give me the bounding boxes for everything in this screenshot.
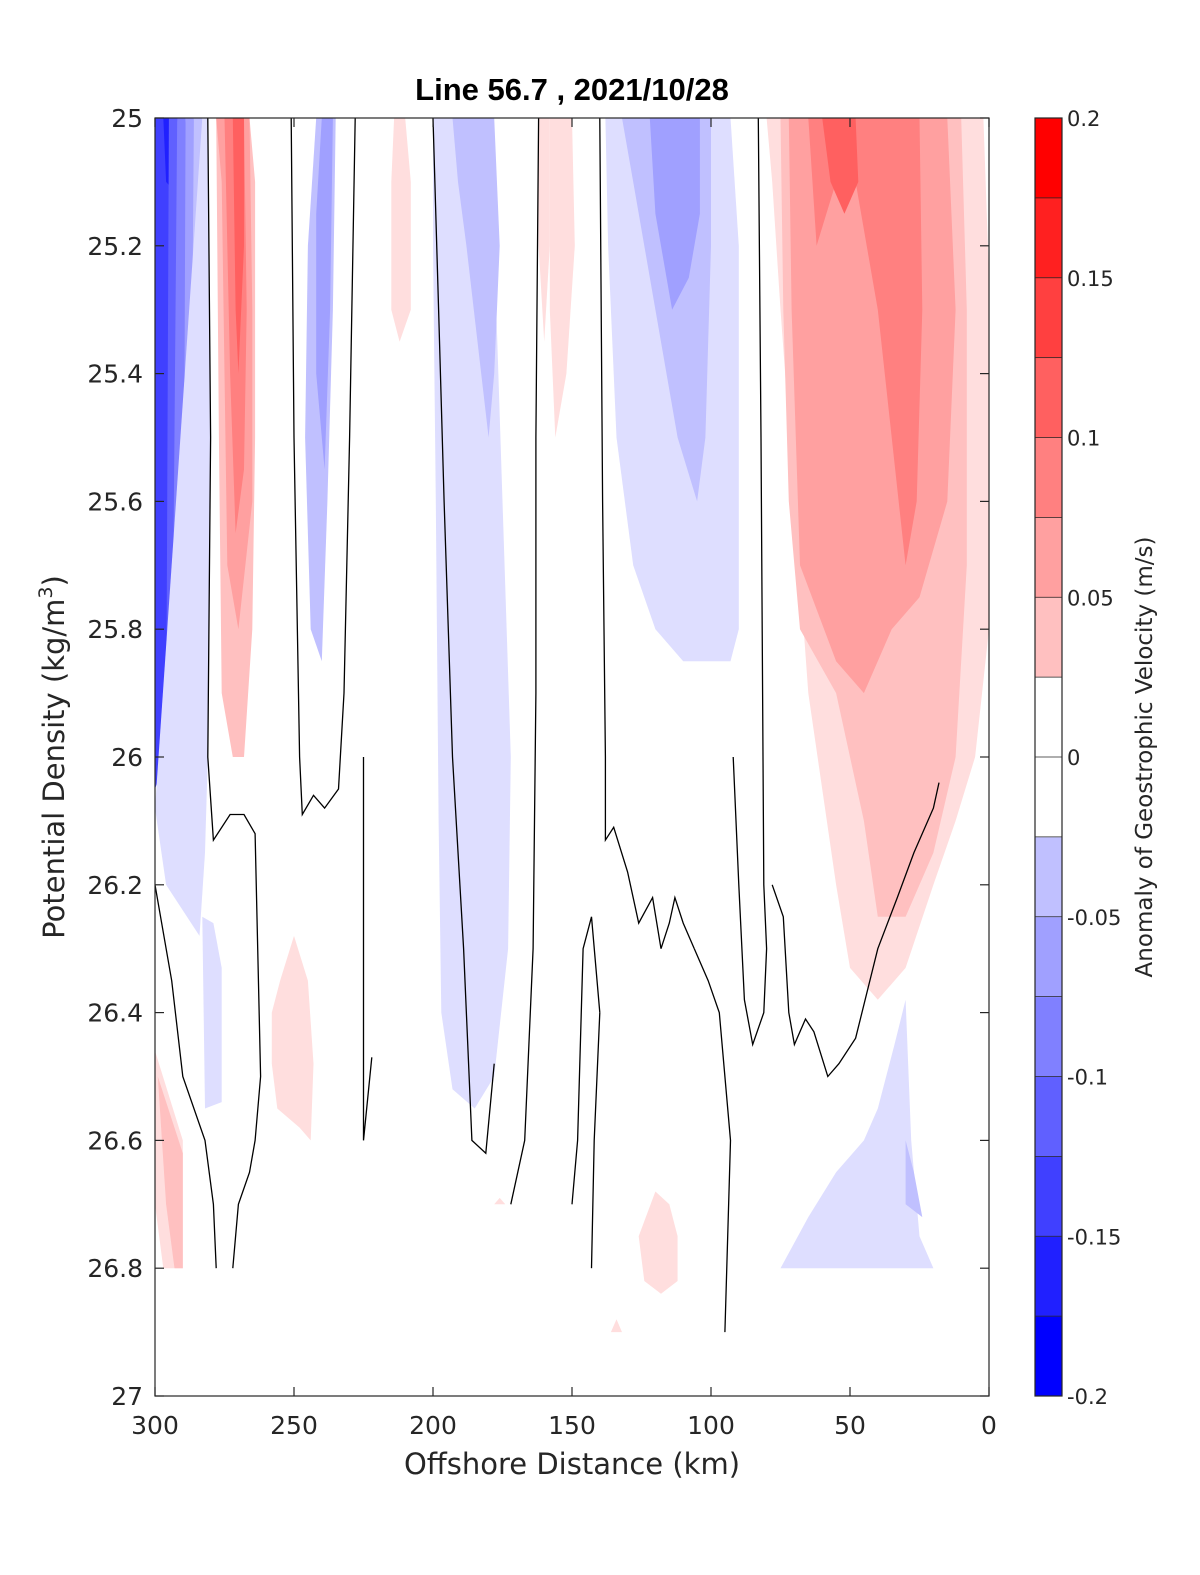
zero-contour-2 <box>290 118 356 817</box>
x-tick-label: 100 <box>687 1411 735 1440</box>
y-tick-label: 26.2 <box>87 871 143 900</box>
colorbar-band <box>1035 916 1062 998</box>
zero-contour-3 <box>362 757 373 1141</box>
zero-contour-4 <box>432 118 495 1155</box>
zero-contours <box>155 118 940 1333</box>
zero-contour-7 <box>590 1012 601 1269</box>
colorbar-tick-label: 0.05 <box>1067 586 1114 610</box>
colorbar-band <box>1035 437 1062 518</box>
colorbar-tick-label: -0.1 <box>1067 1066 1108 1090</box>
y-axis-label: Potential Density (kg/m3) <box>35 575 71 939</box>
y-tick-label: 26.6 <box>87 1126 143 1155</box>
y-axis-label-text: Potential Density (kg/m <box>37 599 71 939</box>
filled-region-19 <box>452 118 500 438</box>
filled-region-15 <box>202 916 222 1109</box>
filled-region-12 <box>232 118 244 374</box>
chart-title: Line 56.7 , 2021/10/28 <box>415 72 729 107</box>
filled-contours <box>155 118 989 1333</box>
y-tick-label: 26.4 <box>87 999 143 1028</box>
colorbar-tick-label: -0.05 <box>1067 906 1121 930</box>
colorbar-band <box>1035 836 1062 918</box>
filled-region-34 <box>610 1319 622 1333</box>
y-axis-label-superscript: 3 <box>35 586 57 598</box>
x-axis: 300 250 200 150 100 50 0 <box>131 118 997 1440</box>
colorbar-band <box>1035 517 1062 598</box>
colorbar-band <box>1035 197 1062 279</box>
y-tick-label: 26.8 <box>87 1254 143 1283</box>
filled-region-32 <box>638 1191 678 1294</box>
colorbar-band <box>1035 1236 1062 1317</box>
colorbar-tick-label: 0 <box>1067 746 1080 770</box>
colorbar-tick-label: 0.2 <box>1067 107 1100 131</box>
y-tick-label: 25 <box>111 104 143 133</box>
x-tick-label: 300 <box>131 1411 179 1440</box>
filled-region-16 <box>271 935 314 1141</box>
filled-region-20 <box>549 118 575 438</box>
zero-contour-11 <box>771 782 940 1078</box>
filled-region-29 <box>822 118 859 214</box>
colorbar-band <box>1035 118 1062 199</box>
filled-region-21 <box>538 118 550 342</box>
zero-contour-10 <box>732 118 768 1048</box>
filled-region-33 <box>494 1197 506 1205</box>
colorbar-band <box>1035 1316 1062 1397</box>
filled-region-17 <box>391 118 411 342</box>
y-axis: 25 25.2 25.4 25.6 25.8 26 26.2 26.4 26.6 26.8 27 <box>87 104 989 1411</box>
colorbar-band <box>1035 357 1062 438</box>
filled-region-31 <box>905 1140 923 1218</box>
y-tick-label: 25.6 <box>87 487 143 516</box>
zero-contour-9 <box>693 948 732 1333</box>
zero-contour-1 <box>155 884 217 1269</box>
x-tick-label: 200 <box>409 1411 457 1440</box>
filled-region-6 <box>155 118 211 936</box>
y-axis-label-close: ) <box>37 575 71 586</box>
colorbar-band <box>1035 1076 1062 1157</box>
colorbar-band <box>1035 996 1062 1077</box>
x-tick-label: 150 <box>548 1411 596 1440</box>
y-tick-label: 26 <box>111 743 143 772</box>
x-tick-label: 50 <box>834 1411 866 1440</box>
colorbar-frame <box>1034 117 1063 1397</box>
colorbar-tick-label: 0.15 <box>1067 267 1114 291</box>
colorbar-tick-label: -0.2 <box>1067 1385 1108 1409</box>
colorbar: -0.2 -0.15 -0.1 -0.05 0 0.05 0.1 0.15 0.2 <box>1034 107 1121 1409</box>
filled-region-8 <box>157 1076 183 1269</box>
colorbar-band <box>1035 597 1062 678</box>
zero-contour-0 <box>207 118 262 1269</box>
y-tick-label: 25.2 <box>87 232 143 261</box>
colorbar-tick-label: -0.15 <box>1067 1225 1121 1249</box>
y-tick-label: 25.4 <box>87 360 143 389</box>
zero-contour-5 <box>510 118 540 1205</box>
colorbar-band <box>1035 1156 1062 1237</box>
filled-region-30 <box>780 999 934 1269</box>
colorbar-band <box>1035 277 1062 359</box>
x-tick-label: 250 <box>270 1411 318 1440</box>
colorbar-label: Anomaly of Geostrophic Velocity (m/s) <box>1132 537 1158 978</box>
filled-region-24 <box>649 118 700 310</box>
x-tick-label: 0 <box>981 1411 997 1440</box>
x-axis-label: Offshore Distance (km) <box>404 1447 740 1481</box>
filled-region-14 <box>316 118 333 470</box>
colorbar-tick-label: 0.1 <box>1067 427 1100 451</box>
y-tick-label: 27 <box>111 1382 143 1411</box>
filled-region-28 <box>808 118 923 566</box>
y-tick-label: 25.8 <box>87 615 143 644</box>
zero-contour-8 <box>599 118 695 949</box>
zero-contour-6 <box>571 916 601 1205</box>
